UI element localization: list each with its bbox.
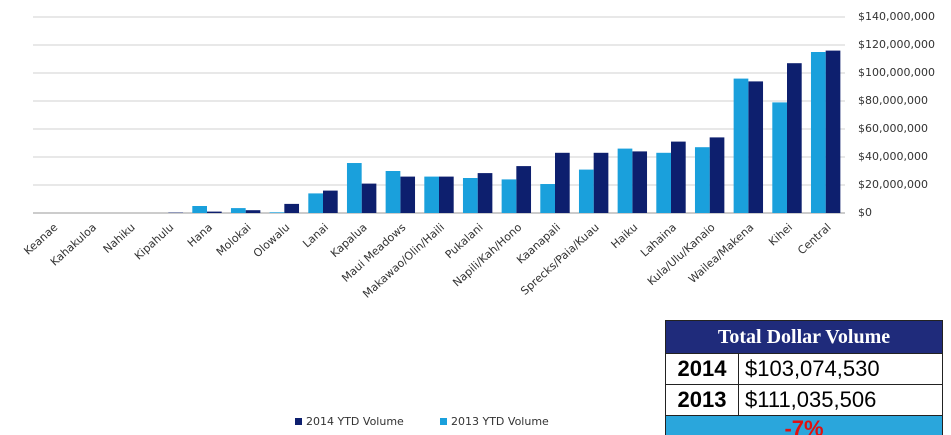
x-tick-label: Lanai xyxy=(300,221,331,250)
bar xyxy=(787,63,802,214)
bar xyxy=(617,148,633,213)
y-tick-label: $60,000,000 xyxy=(858,122,928,135)
x-tick-label: Olowalu xyxy=(251,221,293,260)
bar xyxy=(540,184,555,213)
bar xyxy=(269,212,285,213)
y-tick-label: $40,000,000 xyxy=(858,150,928,163)
bar xyxy=(825,50,841,213)
total-table: Total Dollar Volume 2014 $103,074,530 201… xyxy=(665,320,943,435)
bar xyxy=(694,147,710,213)
bar xyxy=(748,81,764,214)
bar xyxy=(501,179,517,213)
bar xyxy=(772,102,787,213)
x-tick-label: Central xyxy=(795,221,833,257)
x-tick-label: Kihei xyxy=(766,221,795,249)
bar xyxy=(245,210,261,213)
bar xyxy=(656,152,671,213)
bar xyxy=(192,206,207,213)
table-title: Total Dollar Volume xyxy=(665,320,943,354)
amount: $103,074,530 xyxy=(738,353,943,385)
bar xyxy=(308,193,323,213)
bar xyxy=(477,173,493,213)
legend-label: 2014 YTD Volume xyxy=(306,415,404,428)
x-tick-label: Molokai xyxy=(214,221,254,259)
bar xyxy=(439,176,454,213)
change: -7% xyxy=(665,415,943,435)
y-tick-label: $0 xyxy=(858,206,872,219)
bar xyxy=(632,151,648,213)
y-tick-label: $80,000,000 xyxy=(858,94,928,107)
bar xyxy=(361,183,377,213)
x-tick-label: Kula/Ulu/Kanaio xyxy=(645,221,718,289)
bar xyxy=(810,52,826,213)
x-tick-label: Napili/Kah/Hono xyxy=(450,221,524,290)
bar xyxy=(284,203,300,213)
bar xyxy=(593,152,609,213)
x-tick-label: Nahiku xyxy=(101,221,138,256)
bar xyxy=(207,211,222,213)
legend-swatch xyxy=(440,418,447,425)
x-tick-label: Haiku xyxy=(609,221,641,251)
bar xyxy=(323,190,338,213)
bar xyxy=(671,141,686,213)
bar xyxy=(709,137,725,213)
bar xyxy=(462,178,478,213)
bar xyxy=(230,208,246,213)
bar xyxy=(733,78,749,213)
bar xyxy=(385,171,401,213)
y-tick-label: $20,000,000 xyxy=(858,178,928,191)
bar xyxy=(555,152,570,213)
bar xyxy=(578,169,594,213)
bar xyxy=(516,166,532,213)
bar xyxy=(346,163,362,213)
y-tick-label: $100,000,000 xyxy=(858,66,935,79)
amount: $111,035,506 xyxy=(738,384,943,416)
year: 2014 xyxy=(665,353,739,385)
year: 2013 xyxy=(665,384,739,416)
x-tick-label: Kipahulu xyxy=(132,221,176,263)
bar xyxy=(424,176,439,213)
x-tick-label: Hana xyxy=(185,221,215,250)
legend-label: 2013 YTD Volume xyxy=(451,415,549,428)
y-tick-label: $140,000,000 xyxy=(858,10,935,23)
y-tick-label: $120,000,000 xyxy=(858,38,935,51)
x-tick-label: Wailea/Makena xyxy=(686,221,756,286)
bar xyxy=(400,176,416,213)
legend-swatch xyxy=(295,418,302,425)
